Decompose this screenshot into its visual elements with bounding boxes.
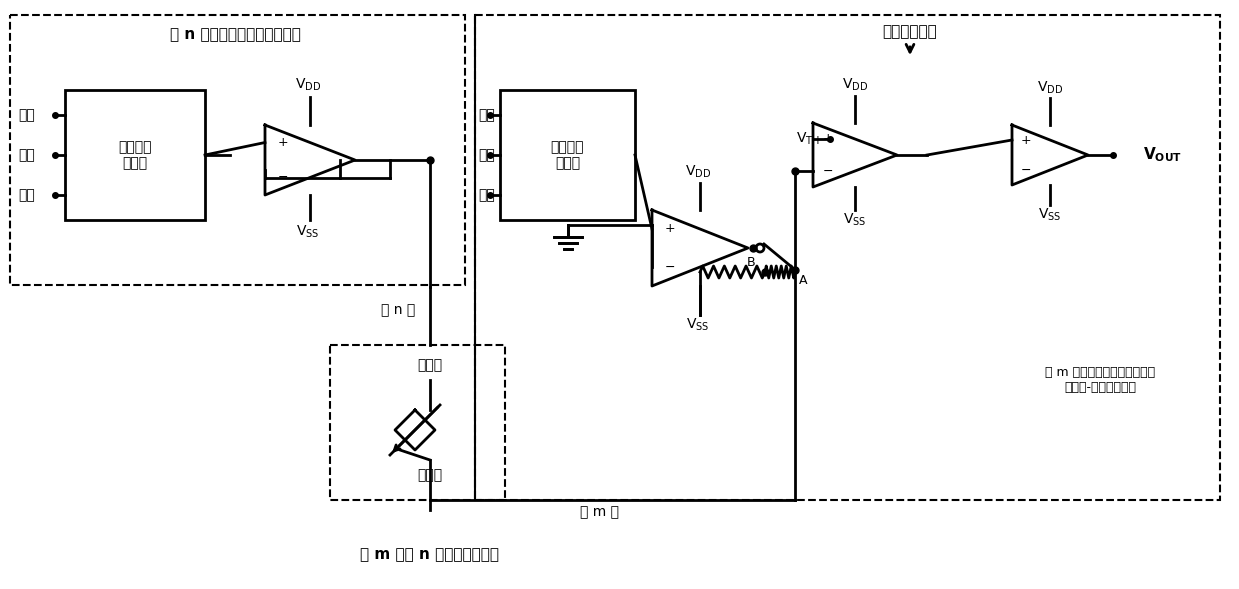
Text: 第 n 列: 第 n 列 [380, 303, 415, 317]
Bar [10, 15, 465, 285]
Bar [501, 90, 636, 220]
Text: $\mathregular{V_{TH}}$: $\mathregular{V_{TH}}$ [797, 131, 820, 147]
Text: 电压: 电压 [19, 148, 35, 162]
Text: −: − [1021, 164, 1031, 177]
Text: 第 m 行第 n 列的阻变存储器: 第 m 行第 n 列的阻变存储器 [361, 548, 499, 562]
Text: +: + [823, 133, 834, 145]
Text: 模拟多路
复用器: 模拟多路 复用器 [551, 140, 585, 170]
Text: −: − [823, 164, 834, 177]
Text: 脉冲: 脉冲 [19, 188, 35, 202]
Text: $\mathregular{V_{DD}}$: $\mathregular{V_{DD}}$ [295, 77, 321, 93]
Bar [330, 345, 506, 500]
Text: 脉冲: 脉冲 [478, 188, 496, 202]
Text: +: + [278, 136, 289, 149]
Text: 编码: 编码 [19, 108, 35, 122]
Text: $\mathregular{V_{DD}}$: $\mathregular{V_{DD}}$ [843, 77, 869, 93]
Text: $\mathregular{V_{DD}}$: $\mathregular{V_{DD}}$ [1037, 80, 1063, 96]
Text: 电压: 电压 [478, 148, 496, 162]
Text: $\mathregular{V_{DD}}$: $\mathregular{V_{DD}}$ [685, 164, 711, 180]
Text: $\mathregular{V_{OUT}}$: $\mathregular{V_{OUT}}$ [1144, 145, 1182, 164]
Text: 底电极: 底电极 [418, 468, 442, 482]
Text: $\mathregular{V_{SS}}$: $\mathregular{V_{SS}}$ [1038, 207, 1062, 223]
Text: 第 n 列的前神经元的模拟部分: 第 n 列的前神经元的模拟部分 [170, 28, 300, 42]
Text: +: + [1021, 134, 1031, 147]
Text: $\mathregular{V_{SS}}$: $\mathregular{V_{SS}}$ [296, 224, 320, 240]
Text: 第 m 行: 第 m 行 [581, 505, 620, 519]
Text: 编码: 编码 [478, 108, 496, 122]
Text: $\mathregular{V_{SS}}$: $\mathregular{V_{SS}}$ [686, 317, 710, 333]
Text: 模拟多路
复用器: 模拟多路 复用器 [118, 140, 151, 170]
Text: 全局动态阈值: 全局动态阈值 [882, 25, 938, 39]
Bar [475, 15, 1220, 500]
Text: A: A [799, 273, 808, 286]
Text: B: B [747, 256, 756, 269]
Text: 顶电极: 顶电极 [418, 358, 442, 372]
Text: $\mathregular{V_{SS}}$: $\mathregular{V_{SS}}$ [844, 212, 867, 228]
Bar [64, 90, 204, 220]
Text: −: − [278, 171, 289, 184]
Text: 第 m 行的后神经元的模拟部分
（适应-激发神经元）: 第 m 行的后神经元的模拟部分 （适应-激发神经元） [1044, 366, 1155, 394]
Text: −: − [665, 260, 675, 273]
Text: +: + [664, 223, 675, 236]
